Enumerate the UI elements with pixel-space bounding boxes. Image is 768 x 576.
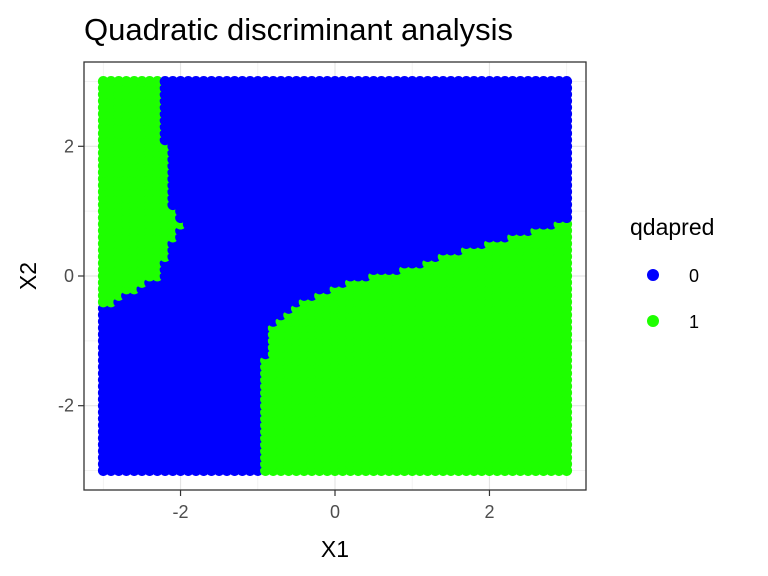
- prediction-point: [306, 76, 318, 87]
- prediction-point: [545, 76, 557, 87]
- prediction-point: [121, 76, 132, 87]
- prediction-point: [414, 76, 426, 87]
- prediction-point: [514, 76, 526, 87]
- prediction-point: [128, 76, 140, 87]
- chart-title: Quadratic discriminant analysis: [84, 12, 513, 47]
- prediction-point: [213, 76, 225, 87]
- legend-marker-0: [647, 269, 659, 281]
- legend-title: qdapred: [630, 214, 714, 240]
- prediction-point: [538, 76, 549, 87]
- prediction-point: [159, 76, 171, 87]
- prediction-point: [406, 76, 418, 87]
- prediction-point: [321, 76, 333, 87]
- prediction-point: [329, 76, 341, 87]
- prediction-point: [151, 76, 163, 87]
- prediction-point: [252, 76, 264, 87]
- prediction-point: [314, 76, 325, 87]
- prediction-point: [345, 76, 356, 87]
- prediction-point: [290, 76, 302, 87]
- x-axis-title: X1: [321, 536, 349, 562]
- legend-marker-1: [647, 315, 659, 327]
- prediction-point: [422, 76, 434, 87]
- prediction-point: [260, 76, 271, 87]
- prediction-point: [360, 76, 372, 87]
- prediction-point: [368, 76, 380, 87]
- prediction-point: [97, 76, 109, 87]
- x-tick-label: -2: [173, 502, 189, 522]
- y-tick-label: 0: [64, 266, 74, 286]
- prediction-point: [182, 76, 194, 87]
- prediction-point: [507, 76, 519, 87]
- prediction-point: [229, 76, 241, 87]
- legend-label-0: 0: [689, 266, 699, 286]
- x-tick-label: 2: [484, 502, 494, 522]
- prediction-point: [113, 76, 125, 87]
- prediction-point: [206, 76, 217, 87]
- prediction-point: [383, 76, 395, 87]
- prediction-point: [236, 76, 248, 87]
- prediction-point: [522, 76, 534, 87]
- prediction-point: [484, 76, 495, 87]
- prediction-point: [430, 76, 441, 87]
- prediction-point: [468, 76, 480, 87]
- prediction-points: [97, 76, 573, 476]
- prediction-point: [267, 76, 279, 87]
- legend: qdapred 0 1: [630, 214, 714, 332]
- prediction-point: [476, 76, 488, 87]
- prediction-point: [298, 76, 310, 87]
- prediction-point: [399, 76, 410, 87]
- prediction-point: [105, 76, 117, 87]
- prediction-point: [445, 76, 457, 87]
- prediction-point: [198, 76, 210, 87]
- y-tick-label: 2: [64, 136, 74, 156]
- prediction-point: [144, 76, 156, 87]
- legend-label-1: 1: [689, 312, 699, 332]
- prediction-point: [352, 76, 364, 87]
- prediction-point: [453, 76, 464, 87]
- prediction-point: [136, 76, 148, 87]
- prediction-point: [561, 76, 573, 87]
- prediction-point: [375, 76, 387, 87]
- prediction-point: [460, 76, 472, 87]
- x-tick-label: 0: [330, 502, 340, 522]
- prediction-point: [167, 76, 179, 87]
- prediction-point: [491, 76, 503, 87]
- prediction-point: [275, 76, 287, 87]
- prediction-point: [553, 76, 565, 87]
- prediction-point: [391, 76, 403, 87]
- prediction-point: [190, 76, 202, 87]
- prediction-point: [337, 76, 349, 87]
- prediction-point: [283, 76, 295, 87]
- y-axis: -2 0 2: [58, 136, 84, 416]
- x-axis: -2 0 2: [173, 490, 494, 522]
- prediction-point: [221, 76, 233, 87]
- prediction-point: [175, 76, 186, 87]
- prediction-point: [499, 76, 511, 87]
- y-axis-title: X2: [15, 262, 41, 290]
- prediction-point: [244, 76, 256, 87]
- prediction-point: [530, 76, 542, 87]
- y-tick-label: -2: [58, 396, 74, 416]
- prediction-point: [437, 76, 449, 87]
